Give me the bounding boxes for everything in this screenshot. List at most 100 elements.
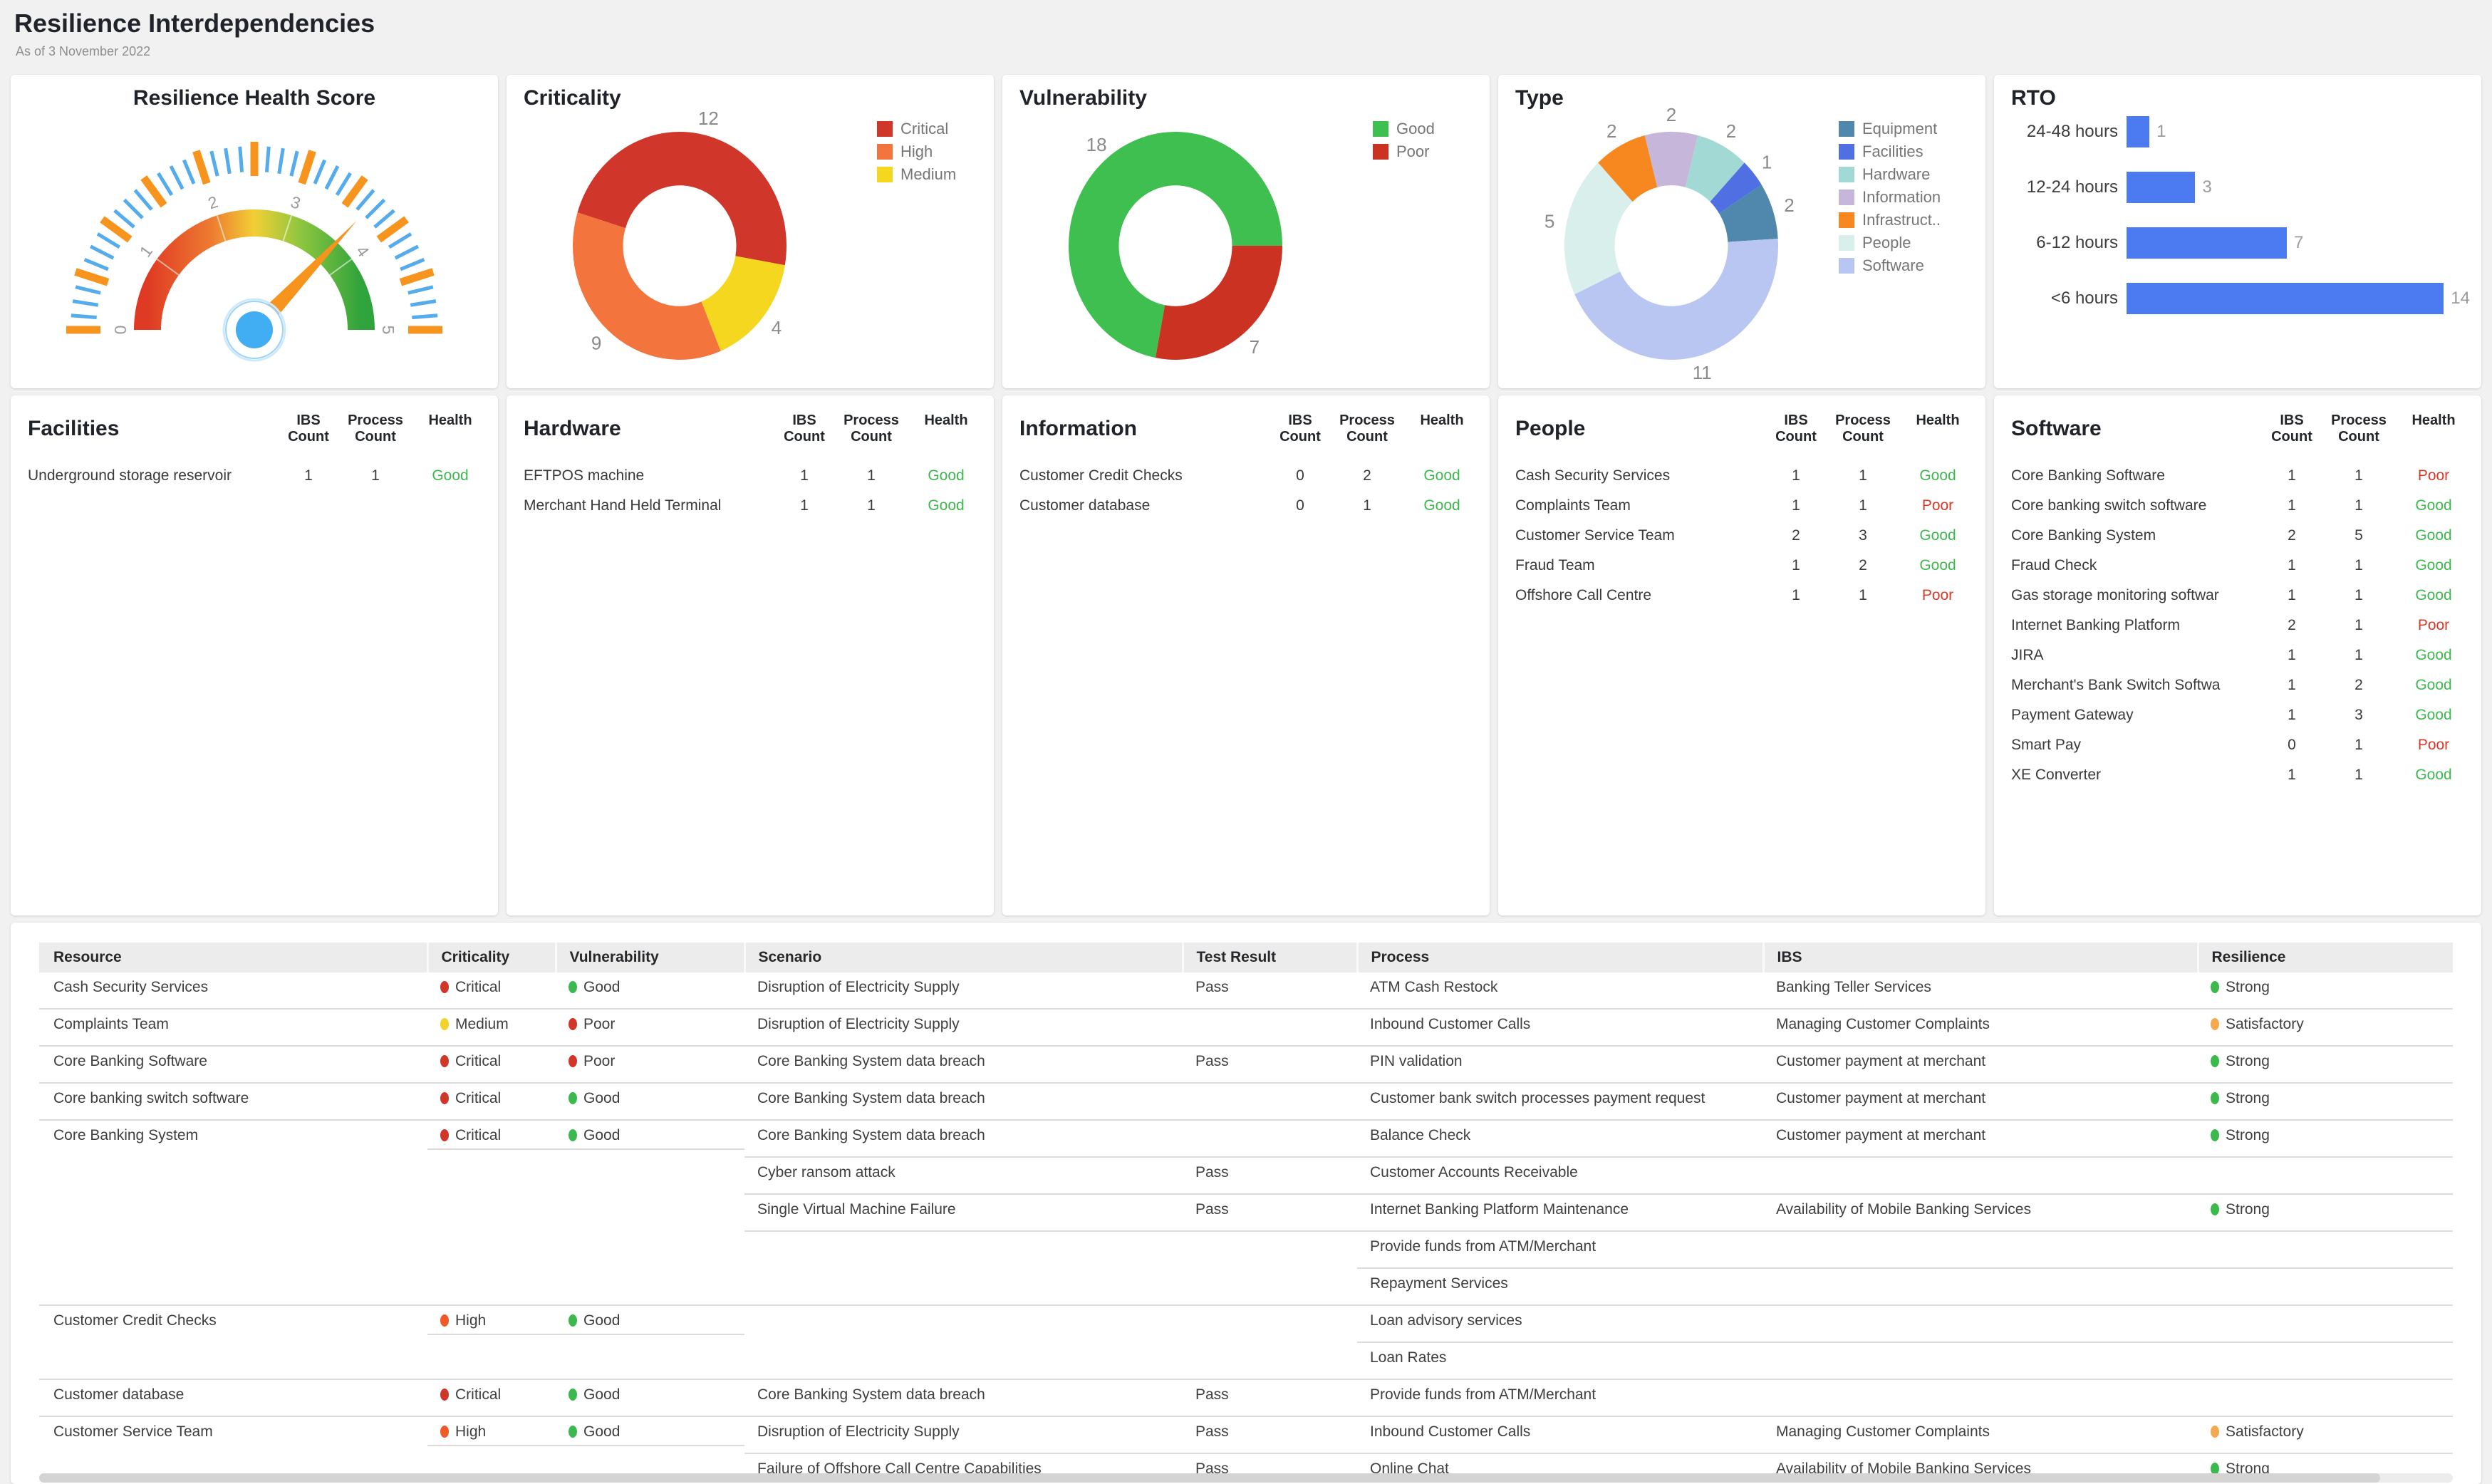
- cell-ibs[interactable]: Availability of Mobile Banking Services: [1763, 1194, 2198, 1232]
- criticality-donut-chart[interactable]: 12 4 9: [519, 75, 840, 388]
- table-row[interactable]: Repayment Services: [39, 1268, 2453, 1306]
- cell-resource[interactable]: Core banking switch software: [39, 1083, 427, 1121]
- cell-scenario[interactable]: Core Banking System data breach: [744, 1120, 1183, 1158]
- rto-bar[interactable]: [2127, 283, 2444, 314]
- cell-ibs[interactable]: Customer payment at merchant: [1763, 1046, 2198, 1084]
- table-row[interactable]: Cash Security Services 1 1 Good: [1515, 461, 1976, 491]
- cell-criticality[interactable]: Medium: [427, 1009, 556, 1047]
- table-row[interactable]: JIRA 1 1 Good: [2011, 640, 2471, 670]
- rto-bar[interactable]: [2127, 227, 2287, 259]
- cell-test-result[interactable]: [1183, 1009, 1357, 1047]
- donut-segment-people[interactable]: [1564, 162, 1633, 295]
- donut-segment-equipment[interactable]: [1719, 185, 1778, 242]
- cell-criticality[interactable]: Critical: [427, 1120, 556, 1306]
- rto-bar-row[interactable]: 6-12 hours 7: [2011, 227, 2470, 259]
- rto-bar-row[interactable]: <6 hours 14: [2011, 283, 2470, 314]
- table-row[interactable]: XE Converter 1 1 Good: [2011, 760, 2471, 790]
- cell-process[interactable]: ATM Cash Restock: [1357, 972, 1763, 1010]
- table-row[interactable]: Customer Credit Checks 0 2 Good: [1019, 461, 1480, 491]
- legend-item[interactable]: Information: [1839, 186, 1941, 209]
- cell-process[interactable]: Customer Accounts Receivable: [1357, 1157, 1763, 1195]
- cell-resilience[interactable]: Strong: [2198, 1120, 2453, 1158]
- legend-item[interactable]: Infrastruct..: [1839, 209, 1941, 232]
- cell-process[interactable]: Balance Check: [1357, 1120, 1763, 1158]
- table-row[interactable]: Single Virtual Machine Failure Pass Intern…: [39, 1194, 2453, 1232]
- cell-resilience[interactable]: [2198, 1231, 2453, 1269]
- cell-resource[interactable]: Customer Service Team: [39, 1416, 427, 1484]
- table-row[interactable]: Core Banking Software 1 1 Poor: [2011, 461, 2471, 491]
- cell-test-result[interactable]: [1183, 1120, 1357, 1158]
- table-row[interactable]: Customer database Critical Good Core Bankin…: [39, 1379, 2453, 1417]
- table-row[interactable]: Customer Credit Checks High Good Loan advis…: [39, 1305, 2453, 1380]
- table-row[interactable]: Gas storage monitoring softwar 1 1 Good: [2011, 581, 2471, 611]
- donut-segment-high[interactable]: [573, 212, 721, 360]
- cell-test-result[interactable]: [1183, 1305, 1357, 1380]
- table-row[interactable]: Merchant's Bank Switch Softwa 1 2 Good: [2011, 670, 2471, 700]
- cell-ibs[interactable]: [1763, 1305, 2198, 1343]
- donut-segment-facilities[interactable]: [1710, 162, 1762, 214]
- cell-process[interactable]: Provide funds from ATM/Merchant: [1357, 1231, 1763, 1269]
- cell-process[interactable]: Repayment Services: [1357, 1268, 1763, 1306]
- cell-resource[interactable]: Cash Security Services: [39, 972, 427, 1010]
- cell-resilience[interactable]: [2198, 1157, 2453, 1195]
- cell-vulnerability[interactable]: Good: [556, 1416, 744, 1484]
- cell-resilience[interactable]: [2198, 1305, 2453, 1343]
- cell-process[interactable]: PIN validation: [1357, 1046, 1763, 1084]
- table-row[interactable]: Cash Security Services Critical Good Disrup…: [39, 972, 2453, 1010]
- cell-process[interactable]: Inbound Customer Calls: [1357, 1009, 1763, 1047]
- cell-vulnerability[interactable]: Good: [556, 1120, 744, 1306]
- rto-bar[interactable]: [2127, 172, 2196, 203]
- cell-criticality[interactable]: Critical: [427, 1379, 556, 1417]
- cell-ibs[interactable]: [1763, 1268, 2198, 1306]
- cell-vulnerability[interactable]: Poor: [556, 1046, 744, 1084]
- cell-scenario[interactable]: Disruption of Electricity Supply: [744, 972, 1183, 1010]
- cell-scenario[interactable]: Disruption of Electricity Supply: [744, 1009, 1183, 1047]
- cell-test-result[interactable]: Pass: [1183, 972, 1357, 1010]
- cell-scenario[interactable]: Core Banking System data breach: [744, 1083, 1183, 1121]
- legend-item[interactable]: Equipment: [1839, 118, 1941, 140]
- rto-bar-row[interactable]: 12-24 hours 3: [2011, 172, 2470, 203]
- table-row[interactable]: Cyber ransom attack Pass Customer Accounts…: [39, 1157, 2453, 1195]
- cell-ibs[interactable]: [1763, 1379, 2198, 1417]
- legend-item[interactable]: Poor: [1373, 140, 1435, 163]
- cell-ibs[interactable]: [1763, 1342, 2198, 1380]
- cell-resilience[interactable]: [2198, 1342, 2453, 1380]
- table-row[interactable]: Customer Service Team High Good Disruption …: [39, 1416, 2453, 1484]
- cell-ibs[interactable]: Managing Customer Complaints: [1763, 1416, 2198, 1454]
- table-row[interactable]: Merchant Hand Held Terminal 1 1 Good: [524, 491, 984, 521]
- table-row[interactable]: Core Banking System 2 5 Good: [2011, 521, 2471, 551]
- cell-ibs[interactable]: Banking Teller Services: [1763, 972, 2198, 1010]
- scrollbar-thumb[interactable]: [39, 1473, 2381, 1483]
- donut-segment-infrastructure[interactable]: [1598, 135, 1658, 202]
- donut-segment-software[interactable]: [1574, 238, 1778, 360]
- cell-vulnerability[interactable]: Good: [556, 1305, 744, 1380]
- table-row[interactable]: Internet Banking Platform 2 1 Poor: [2011, 611, 2471, 640]
- cell-resilience[interactable]: [2198, 1268, 2453, 1306]
- table-row[interactable]: Offshore Call Centre 1 1 Poor: [1515, 581, 1976, 611]
- vulnerability-donut-chart[interactable]: 7 18: [1015, 75, 1336, 388]
- table-row[interactable]: Customer database 0 1 Good: [1019, 491, 1480, 521]
- table-row[interactable]: EFTPOS machine 1 1 Good: [524, 461, 984, 491]
- table-row[interactable]: Underground storage reservoir 1 1 Good: [28, 461, 488, 491]
- donut-segment-medium[interactable]: [701, 256, 785, 351]
- legend-item[interactable]: Hardware: [1839, 163, 1941, 186]
- donut-segment-information[interactable]: [1644, 132, 1698, 187]
- cell-test-result[interactable]: Pass: [1183, 1379, 1357, 1417]
- cell-criticality[interactable]: Critical: [427, 972, 556, 1010]
- cell-scenario[interactable]: Single Virtual Machine Failure: [744, 1194, 1183, 1232]
- cell-resource[interactable]: Customer Credit Checks: [39, 1305, 427, 1380]
- gauge-chart[interactable]: 0 1 2 3 4 5: [33, 109, 475, 365]
- table-row[interactable]: Core banking switch software Critical Good…: [39, 1083, 2453, 1121]
- table-row[interactable]: Core Banking System Critical Good Core Bank…: [39, 1120, 2453, 1306]
- donut-segment-hardware[interactable]: [1685, 135, 1745, 202]
- cell-process[interactable]: Internet Banking Platform Maintenance: [1357, 1194, 1763, 1232]
- donut-segment-critical[interactable]: [577, 131, 786, 266]
- table-row[interactable]: Payment Gateway 1 3 Good: [2011, 700, 2471, 730]
- cell-process[interactable]: Loan Rates: [1357, 1342, 1763, 1380]
- cell-test-result[interactable]: Pass: [1183, 1157, 1357, 1195]
- cell-vulnerability[interactable]: Good: [556, 1379, 744, 1417]
- cell-test-result[interactable]: Pass: [1183, 1046, 1357, 1084]
- cell-scenario[interactable]: [744, 1231, 1183, 1306]
- legend-item[interactable]: Good: [1373, 118, 1435, 140]
